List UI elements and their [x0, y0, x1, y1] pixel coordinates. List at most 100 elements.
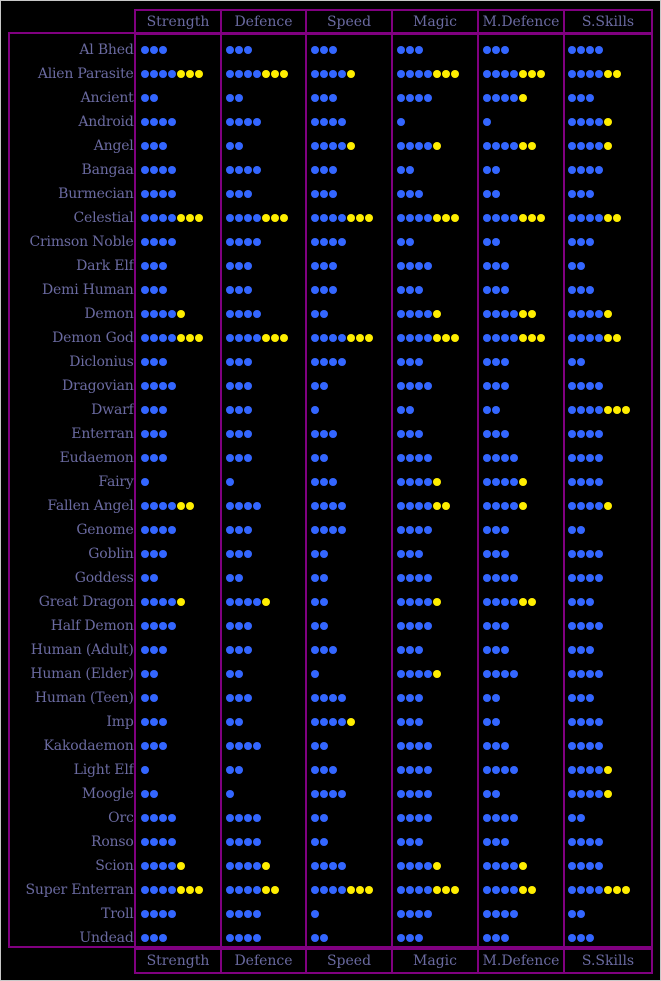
column-divider [477, 34, 479, 946]
stat-rating-magic [392, 134, 478, 158]
blue-dot-icon [140, 886, 149, 894]
blue-dot-icon [320, 430, 329, 438]
blue-dot-icon [491, 694, 500, 702]
stat-rating-speed [306, 854, 392, 878]
stat-rating-s-skills [563, 62, 651, 86]
blue-dot-icon [595, 862, 604, 870]
blue-dot-icon [595, 550, 604, 558]
blue-dot-icon [405, 478, 414, 486]
yellow-dot-icon [613, 214, 622, 222]
column-divider [220, 34, 222, 946]
column-divider [305, 34, 307, 946]
blue-dot-icon [396, 742, 405, 750]
blue-dot-icon [500, 142, 509, 150]
blue-dot-icon [482, 718, 491, 726]
stat-rating-magic [392, 38, 478, 62]
blue-dot-icon [405, 430, 414, 438]
blue-dot-icon [568, 334, 577, 342]
race-name: Ronso [90, 834, 134, 850]
blue-dot-icon [253, 166, 262, 174]
blue-dot-icon [595, 454, 604, 462]
blue-dot-icon [586, 382, 595, 390]
blue-dot-icon [568, 598, 577, 606]
stat-rating-s-skills [563, 686, 651, 710]
blue-dot-icon [311, 526, 320, 534]
blue-dot-icon [595, 46, 604, 54]
top-header-strength: Strength [136, 11, 222, 33]
yellow-dot-icon [450, 334, 459, 342]
blue-dot-icon [140, 670, 149, 678]
blue-dot-icon [595, 790, 604, 798]
blue-dot-icon [568, 718, 577, 726]
blue-dot-icon [577, 838, 586, 846]
blue-dot-icon [595, 142, 604, 150]
blue-dot-icon [414, 502, 423, 510]
blue-dot-icon [509, 478, 518, 486]
blue-dot-icon [586, 238, 595, 246]
stat-rating-s-skills [563, 254, 651, 278]
blue-dot-icon [140, 454, 149, 462]
blue-dot-icon [577, 934, 586, 942]
blue-dot-icon [414, 862, 423, 870]
blue-dot-icon [405, 838, 414, 846]
stat-rating-strength [136, 374, 222, 398]
blue-dot-icon [586, 838, 595, 846]
blue-dot-icon [405, 142, 414, 150]
blue-dot-icon [226, 718, 235, 726]
stat-rating-defence [221, 182, 306, 206]
stat-rating-defence [221, 302, 306, 326]
stat-rating-defence [221, 542, 306, 566]
blue-dot-icon [329, 646, 338, 654]
stat-rating-defence [221, 854, 306, 878]
blue-dot-icon [140, 694, 149, 702]
race-name: Goddess [74, 570, 134, 586]
stat-rating-m-defence [478, 542, 564, 566]
blue-dot-icon [491, 718, 500, 726]
stat-rating-m-defence [478, 638, 564, 662]
blue-dot-icon [226, 934, 235, 942]
blue-dot-icon [586, 694, 595, 702]
yellow-dot-icon [527, 70, 536, 78]
table-row: Fairy [10, 470, 651, 494]
blue-dot-icon [396, 550, 405, 558]
race-name: Diclonius [69, 354, 134, 370]
yellow-dot-icon [185, 886, 194, 894]
stat-rating-speed [306, 878, 392, 902]
blue-dot-icon [423, 262, 432, 270]
stat-rating-m-defence [478, 902, 564, 926]
blue-dot-icon [396, 646, 405, 654]
stat-rating-speed [306, 398, 392, 422]
blue-dot-icon [577, 214, 586, 222]
blue-dot-icon [595, 430, 604, 438]
blue-dot-icon [577, 310, 586, 318]
blue-dot-icon [414, 766, 423, 774]
blue-dot-icon [329, 214, 338, 222]
blue-dot-icon [405, 238, 414, 246]
blue-dot-icon [423, 862, 432, 870]
stat-rating-strength [136, 590, 222, 614]
yellow-dot-icon [432, 886, 441, 894]
blue-dot-icon [158, 406, 167, 414]
blue-dot-icon [491, 598, 500, 606]
blue-dot-icon [235, 406, 244, 414]
blue-dot-icon [158, 718, 167, 726]
race-name: Bangaa [81, 162, 134, 178]
blue-dot-icon [577, 910, 586, 918]
blue-dot-icon [568, 502, 577, 510]
blue-dot-icon [405, 694, 414, 702]
blue-dot-icon [414, 550, 423, 558]
blue-dot-icon [568, 46, 577, 54]
blue-dot-icon [509, 454, 518, 462]
blue-dot-icon [338, 70, 347, 78]
blue-dot-icon [235, 502, 244, 510]
stat-rating-m-defence [478, 854, 564, 878]
blue-dot-icon [586, 550, 595, 558]
blue-dot-icon [423, 382, 432, 390]
yellow-dot-icon [604, 310, 613, 318]
stat-rating-m-defence [478, 158, 564, 182]
blue-dot-icon [500, 430, 509, 438]
stat-rating-strength [136, 86, 222, 110]
blue-dot-icon [235, 622, 244, 630]
blue-dot-icon [396, 238, 405, 246]
yellow-dot-icon [527, 142, 536, 150]
